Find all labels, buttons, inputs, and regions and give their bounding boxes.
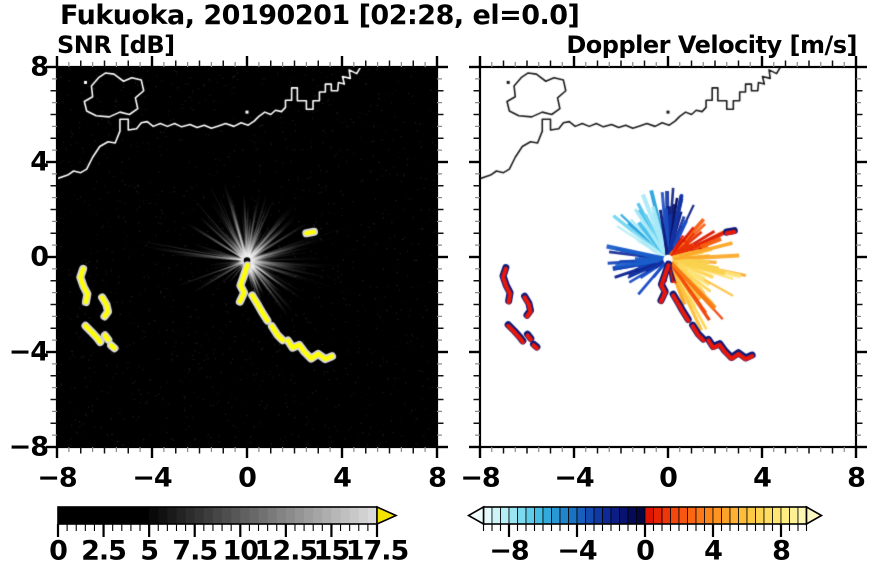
y-tick-label: −4 <box>8 336 49 368</box>
x-tick-label: −8 <box>37 462 77 494</box>
doppler-colorbar-label: 4 <box>704 535 723 567</box>
y-tick-label: 0 <box>30 241 49 273</box>
snr-colorbar-label: 17.5 <box>345 535 410 567</box>
x-tick-label: −4 <box>132 462 172 494</box>
x-tick-label: −8 <box>460 462 500 494</box>
x-tick-label: 4 <box>333 462 352 494</box>
doppler-panel-title: Doppler Velocity [m/s] <box>566 31 857 59</box>
doppler-colorbar-label: −4 <box>557 535 597 567</box>
figure-title: Fukuoka, 20190201 [02:28, el=0.0] <box>60 0 580 31</box>
doppler-colorbar-label: 0 <box>636 535 655 567</box>
x-tick-label: 0 <box>238 462 257 494</box>
y-tick-label: 4 <box>30 146 49 178</box>
snr-panel-canvas <box>57 67 437 447</box>
x-tick-label: 8 <box>847 462 866 494</box>
doppler-colorbar-label: −8 <box>489 535 529 567</box>
x-tick-label: −4 <box>554 462 594 494</box>
x-tick-label: 8 <box>428 462 447 494</box>
doppler-panel-canvas <box>480 67 856 447</box>
x-tick-label: 4 <box>753 462 772 494</box>
snr-colorbar-label: 2.5 <box>81 535 127 567</box>
snr-colorbar-label: 0 <box>49 535 68 567</box>
snr-colorbar-label: 10 <box>222 535 259 567</box>
snr-colorbar-label: 15 <box>313 535 351 567</box>
y-tick-label: 8 <box>30 51 49 83</box>
snr-panel-title: SNR [dB] <box>57 31 175 59</box>
snr-colorbar-label: 5 <box>140 535 159 567</box>
doppler-colorbar-label: 8 <box>772 535 791 567</box>
y-tick-label: −8 <box>8 431 49 463</box>
x-tick-label: 0 <box>659 462 678 494</box>
snr-colorbar-label: 7.5 <box>172 535 218 567</box>
snr-colorbar-label: 12.5 <box>254 535 319 567</box>
